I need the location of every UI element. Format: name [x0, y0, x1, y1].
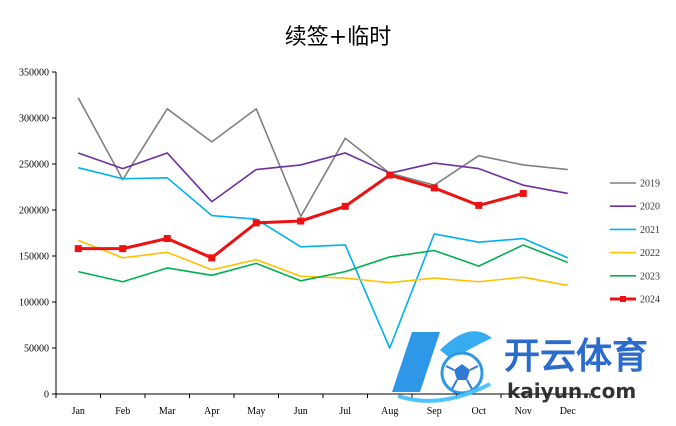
x-tick-label: Jul — [339, 406, 351, 417]
x-tick-label: Dec — [560, 406, 577, 417]
y-tick-label: 150000 — [19, 252, 49, 263]
series-line-2019 — [77, 97, 568, 218]
watermark-brand: 开云体育 — [504, 336, 648, 377]
data-point-2024 — [430, 184, 438, 192]
legend-label: 2024 — [640, 295, 660, 306]
legend: 2019 2020 2021 2022 2023 2024 — [610, 179, 660, 306]
y-tick-label: 100000 — [19, 298, 49, 309]
data-point-2024 — [208, 254, 216, 262]
x-tick-label: Nov — [515, 406, 532, 417]
data-point-2024 — [519, 189, 527, 197]
axes: 0 50000 100000 150000 200000 250000 300000 3500… — [19, 68, 591, 417]
data-point-2024 — [119, 245, 127, 253]
x-tick-label: Sep — [427, 406, 442, 417]
x-tick-label: Jan — [72, 406, 85, 417]
x-tick-label: Jun — [294, 406, 308, 417]
y-tick-label: 250000 — [19, 160, 49, 171]
series-layer — [74, 97, 569, 349]
x-tick-label: Apr — [204, 406, 220, 417]
legend-label: 2019 — [640, 179, 660, 190]
x-tick-label: May — [247, 406, 265, 417]
y-tick-label: 300000 — [19, 114, 49, 125]
data-point-2024 — [297, 217, 305, 225]
data-point-2024 — [74, 245, 82, 253]
x-tick-label: Oct — [472, 406, 487, 417]
y-tick-label: 350000 — [19, 68, 49, 79]
x-tick-label: Mar — [159, 406, 176, 417]
y-tick-label: 50000 — [24, 344, 49, 355]
y-tick-label: 0 — [44, 390, 49, 401]
legend-marker-2024 — [620, 296, 626, 302]
series-line-2021 — [78, 166, 569, 349]
y-tick-label: 200000 — [19, 206, 49, 217]
legend-label: 2021 — [640, 225, 660, 236]
data-point-2024 — [386, 171, 394, 179]
series-line-2022 — [77, 239, 568, 287]
data-point-2024 — [475, 201, 483, 209]
x-tick-label: Feb — [115, 406, 130, 417]
watermark-domain: kaiyun.com — [507, 379, 636, 403]
legend-label: 2022 — [640, 248, 660, 259]
legend-label: 2020 — [640, 202, 660, 213]
k-ball-logo-icon — [392, 331, 492, 403]
chart-title: 续签+临时 — [285, 25, 391, 50]
watermark: 开云体育 kaiyun.com — [392, 331, 648, 403]
data-point-2024 — [252, 219, 260, 227]
data-point-2024 — [163, 235, 171, 243]
legend-label: 2023 — [640, 271, 660, 282]
x-tick-label: Aug — [381, 406, 398, 417]
series-line-2023 — [78, 244, 569, 283]
data-point-2024 — [341, 202, 349, 210]
series-line-2020 — [77, 152, 568, 203]
